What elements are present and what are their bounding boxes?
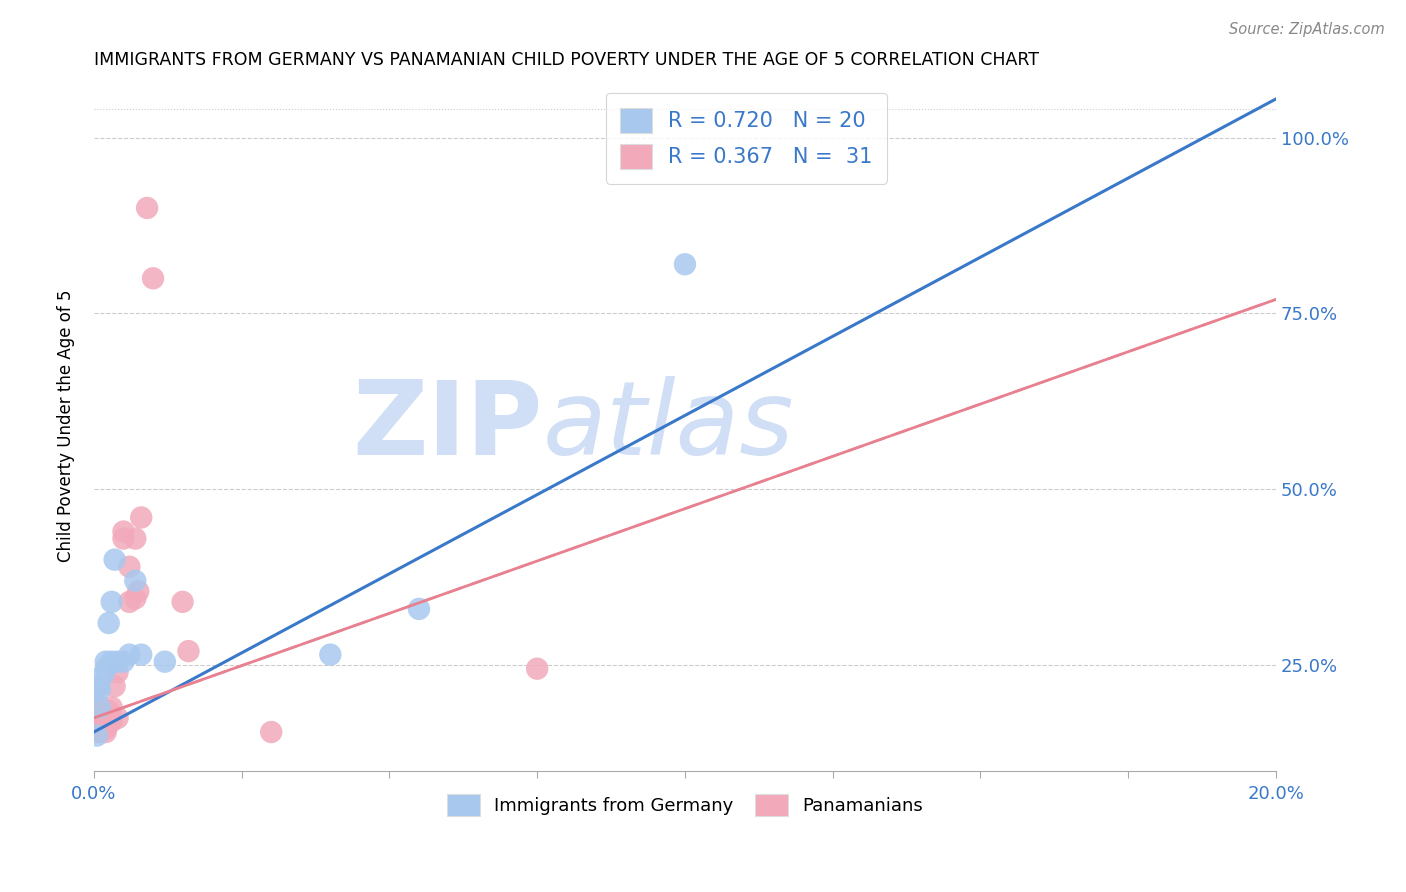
Point	[84, 682, 107, 697]
Point	[89, 704, 111, 718]
Point	[94, 655, 117, 669]
Text: atlas: atlas	[543, 376, 794, 476]
Point	[104, 679, 127, 693]
Point	[91, 669, 114, 683]
Point	[104, 552, 127, 566]
Point	[177, 644, 200, 658]
Point	[112, 524, 135, 539]
Point	[112, 655, 135, 669]
Point	[107, 655, 129, 669]
Point	[86, 729, 108, 743]
Point	[94, 722, 117, 736]
Point	[153, 655, 176, 669]
Point	[100, 711, 122, 725]
Point	[136, 201, 159, 215]
Point	[94, 662, 117, 676]
Point	[97, 615, 120, 630]
Point	[107, 665, 129, 680]
Point	[100, 655, 122, 669]
Point	[526, 662, 548, 676]
Point	[118, 559, 141, 574]
Text: ZIP: ZIP	[353, 376, 543, 476]
Point	[172, 595, 194, 609]
Point	[118, 648, 141, 662]
Point	[86, 697, 108, 711]
Point	[89, 718, 111, 732]
Point	[107, 711, 129, 725]
Point	[100, 595, 122, 609]
Point	[673, 257, 696, 271]
Point	[97, 704, 120, 718]
Point	[89, 700, 111, 714]
Point	[124, 574, 146, 588]
Point	[89, 722, 111, 736]
Point	[124, 532, 146, 546]
Point	[129, 648, 152, 662]
Legend: Immigrants from Germany, Panamanians: Immigrants from Germany, Panamanians	[440, 788, 929, 823]
Point	[142, 271, 165, 285]
Point	[100, 700, 122, 714]
Point	[124, 591, 146, 606]
Point	[408, 602, 430, 616]
Point	[87, 679, 110, 693]
Point	[89, 725, 111, 739]
Text: Source: ZipAtlas.com: Source: ZipAtlas.com	[1229, 22, 1385, 37]
Point	[91, 722, 114, 736]
Text: IMMIGRANTS FROM GERMANY VS PANAMANIAN CHILD POVERTY UNDER THE AGE OF 5 CORRELATI: IMMIGRANTS FROM GERMANY VS PANAMANIAN CH…	[94, 51, 1039, 69]
Point	[319, 648, 342, 662]
Point	[260, 725, 283, 739]
Point	[112, 532, 135, 546]
Point	[89, 682, 111, 697]
Point	[100, 714, 122, 729]
Point	[129, 510, 152, 524]
Point	[118, 595, 141, 609]
Point	[127, 584, 149, 599]
Y-axis label: Child Poverty Under the Age of 5: Child Poverty Under the Age of 5	[58, 290, 75, 562]
Point	[94, 725, 117, 739]
Point	[94, 718, 117, 732]
